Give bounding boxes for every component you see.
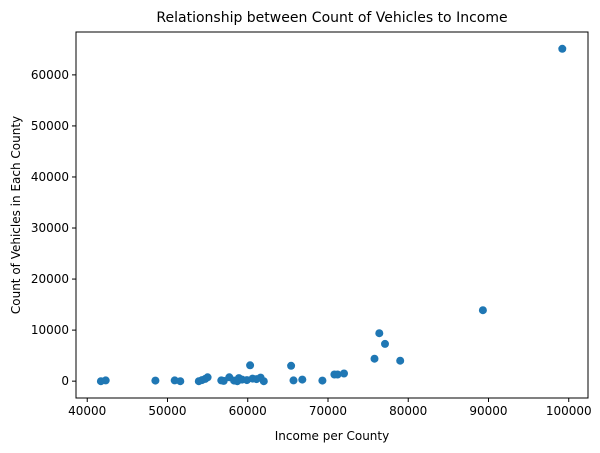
- x-tick-label-5: 90000: [469, 404, 507, 418]
- y-tick-label-0: 0: [61, 374, 69, 388]
- x-tick-label-2: 60000: [229, 404, 267, 418]
- data-point-34: [558, 44, 567, 53]
- x-tick-label-0: 40000: [68, 404, 106, 418]
- y-tick-label-2: 20000: [31, 272, 69, 286]
- data-point-22: [287, 361, 296, 370]
- y-axis-ticks: 0 10000 20000 30000 40000 50000 60000: [31, 68, 76, 388]
- x-tick-label-4: 80000: [389, 404, 427, 418]
- data-point-1: [101, 376, 110, 385]
- data-point-32: [396, 356, 405, 365]
- y-tick-label-6: 60000: [31, 68, 69, 82]
- data-point-29: [370, 354, 379, 363]
- chart-title: Relationship between Count of Vehicles t…: [156, 10, 507, 26]
- data-point-30: [375, 329, 384, 338]
- data-point-28: [340, 369, 348, 378]
- x-tick-label-3: 70000: [309, 404, 347, 418]
- data-point-8: [203, 373, 212, 382]
- data-point-2: [151, 376, 160, 385]
- x-tick-label-6: 100000: [546, 404, 592, 418]
- y-axis-label: Count of Vehicles in Each County: [9, 116, 23, 314]
- data-point-25: [318, 376, 327, 385]
- data-point-27: [333, 370, 342, 379]
- x-axis-label: Income per County: [275, 429, 389, 443]
- data-points: [96, 44, 567, 386]
- x-axis-ticks: 40000 50000 60000 70000 80000 90000 100000: [68, 398, 592, 418]
- data-point-31: [381, 339, 389, 348]
- y-tick-label-3: 30000: [31, 221, 69, 235]
- x-tick-label-1: 50000: [148, 404, 186, 418]
- data-point-33: [478, 306, 487, 315]
- data-point-23: [289, 376, 298, 385]
- data-point-24: [298, 375, 307, 384]
- y-tick-label-4: 40000: [31, 170, 69, 184]
- data-point-17: [246, 361, 255, 370]
- data-point-4: [176, 377, 185, 386]
- plot-frame: [75, 31, 589, 399]
- y-tick-label-1: 10000: [31, 323, 69, 337]
- data-point-21: [259, 377, 268, 386]
- y-tick-label-5: 50000: [31, 119, 69, 133]
